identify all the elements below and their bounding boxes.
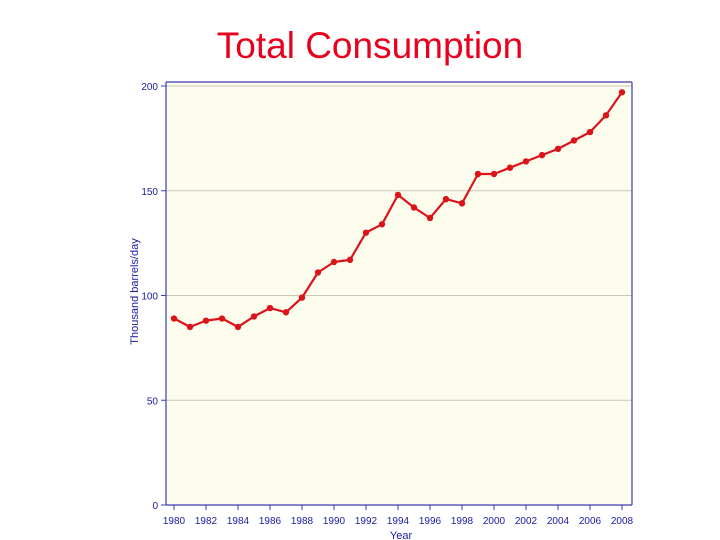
data-point xyxy=(218,315,226,322)
data-point xyxy=(602,112,610,119)
data-point xyxy=(202,317,210,324)
data-point xyxy=(474,170,482,178)
x-tick-label: 1990 xyxy=(323,516,346,527)
data-point xyxy=(410,204,418,211)
y-tick-label: 100 xyxy=(141,292,158,303)
x-tick-label: 2000 xyxy=(483,516,506,527)
y-tick-labels: 0 50 100 150 200 xyxy=(141,82,166,512)
data-point xyxy=(490,170,498,178)
axes xyxy=(165,81,633,506)
x-tick-label: 1992 xyxy=(355,516,378,527)
data-point xyxy=(618,89,626,96)
data-point xyxy=(266,304,274,312)
data-point xyxy=(570,137,578,144)
data-point xyxy=(378,221,386,228)
y-tick-label: 150 xyxy=(141,187,158,198)
data-point xyxy=(554,145,562,153)
data-point xyxy=(458,200,466,207)
data-point xyxy=(346,256,354,264)
data-point xyxy=(538,151,546,159)
x-tick-label: 1996 xyxy=(419,516,442,527)
y-tick-label: 50 xyxy=(147,396,159,407)
series-group xyxy=(170,89,626,331)
data-point xyxy=(442,195,450,203)
x-tick-labels: 1980 1982 1984 1986 1988 1990 1992 1994 1996 1998… xyxy=(163,505,634,527)
data-point xyxy=(394,191,402,199)
x-tick-label: 2006 xyxy=(579,516,602,527)
x-tick-label: 1986 xyxy=(259,516,282,527)
x-tick-label: 1982 xyxy=(195,516,218,527)
data-point xyxy=(314,269,322,276)
data-point xyxy=(506,164,514,171)
data-point xyxy=(170,315,178,322)
data-point xyxy=(250,313,258,320)
data-point xyxy=(330,258,338,266)
x-axis-label: Year xyxy=(390,530,413,540)
x-tick-label: 1988 xyxy=(291,516,314,527)
x-tick-label: 2008 xyxy=(611,516,634,527)
data-point xyxy=(362,229,370,236)
data-point xyxy=(426,214,434,222)
data-point xyxy=(282,309,290,316)
x-tick-label: 1998 xyxy=(451,516,474,527)
grid-lines xyxy=(166,85,632,401)
data-point xyxy=(298,294,306,301)
slide-title: Total Consumption xyxy=(216,25,524,66)
y-axis-label: Thousand barrels/day xyxy=(129,238,141,345)
data-point xyxy=(186,323,194,331)
x-tick-label: 1984 xyxy=(227,516,250,527)
plot-area xyxy=(166,82,632,505)
data-point xyxy=(522,158,530,165)
x-tick-label: 1980 xyxy=(163,516,186,527)
data-point xyxy=(234,323,242,331)
x-tick-label: 1994 xyxy=(387,516,410,527)
x-tick-label: 2004 xyxy=(547,516,570,527)
data-point xyxy=(586,128,594,136)
y-tick-label: 200 xyxy=(141,82,158,93)
x-tick-label: 2002 xyxy=(515,516,538,527)
y-tick-label: 0 xyxy=(152,501,158,512)
